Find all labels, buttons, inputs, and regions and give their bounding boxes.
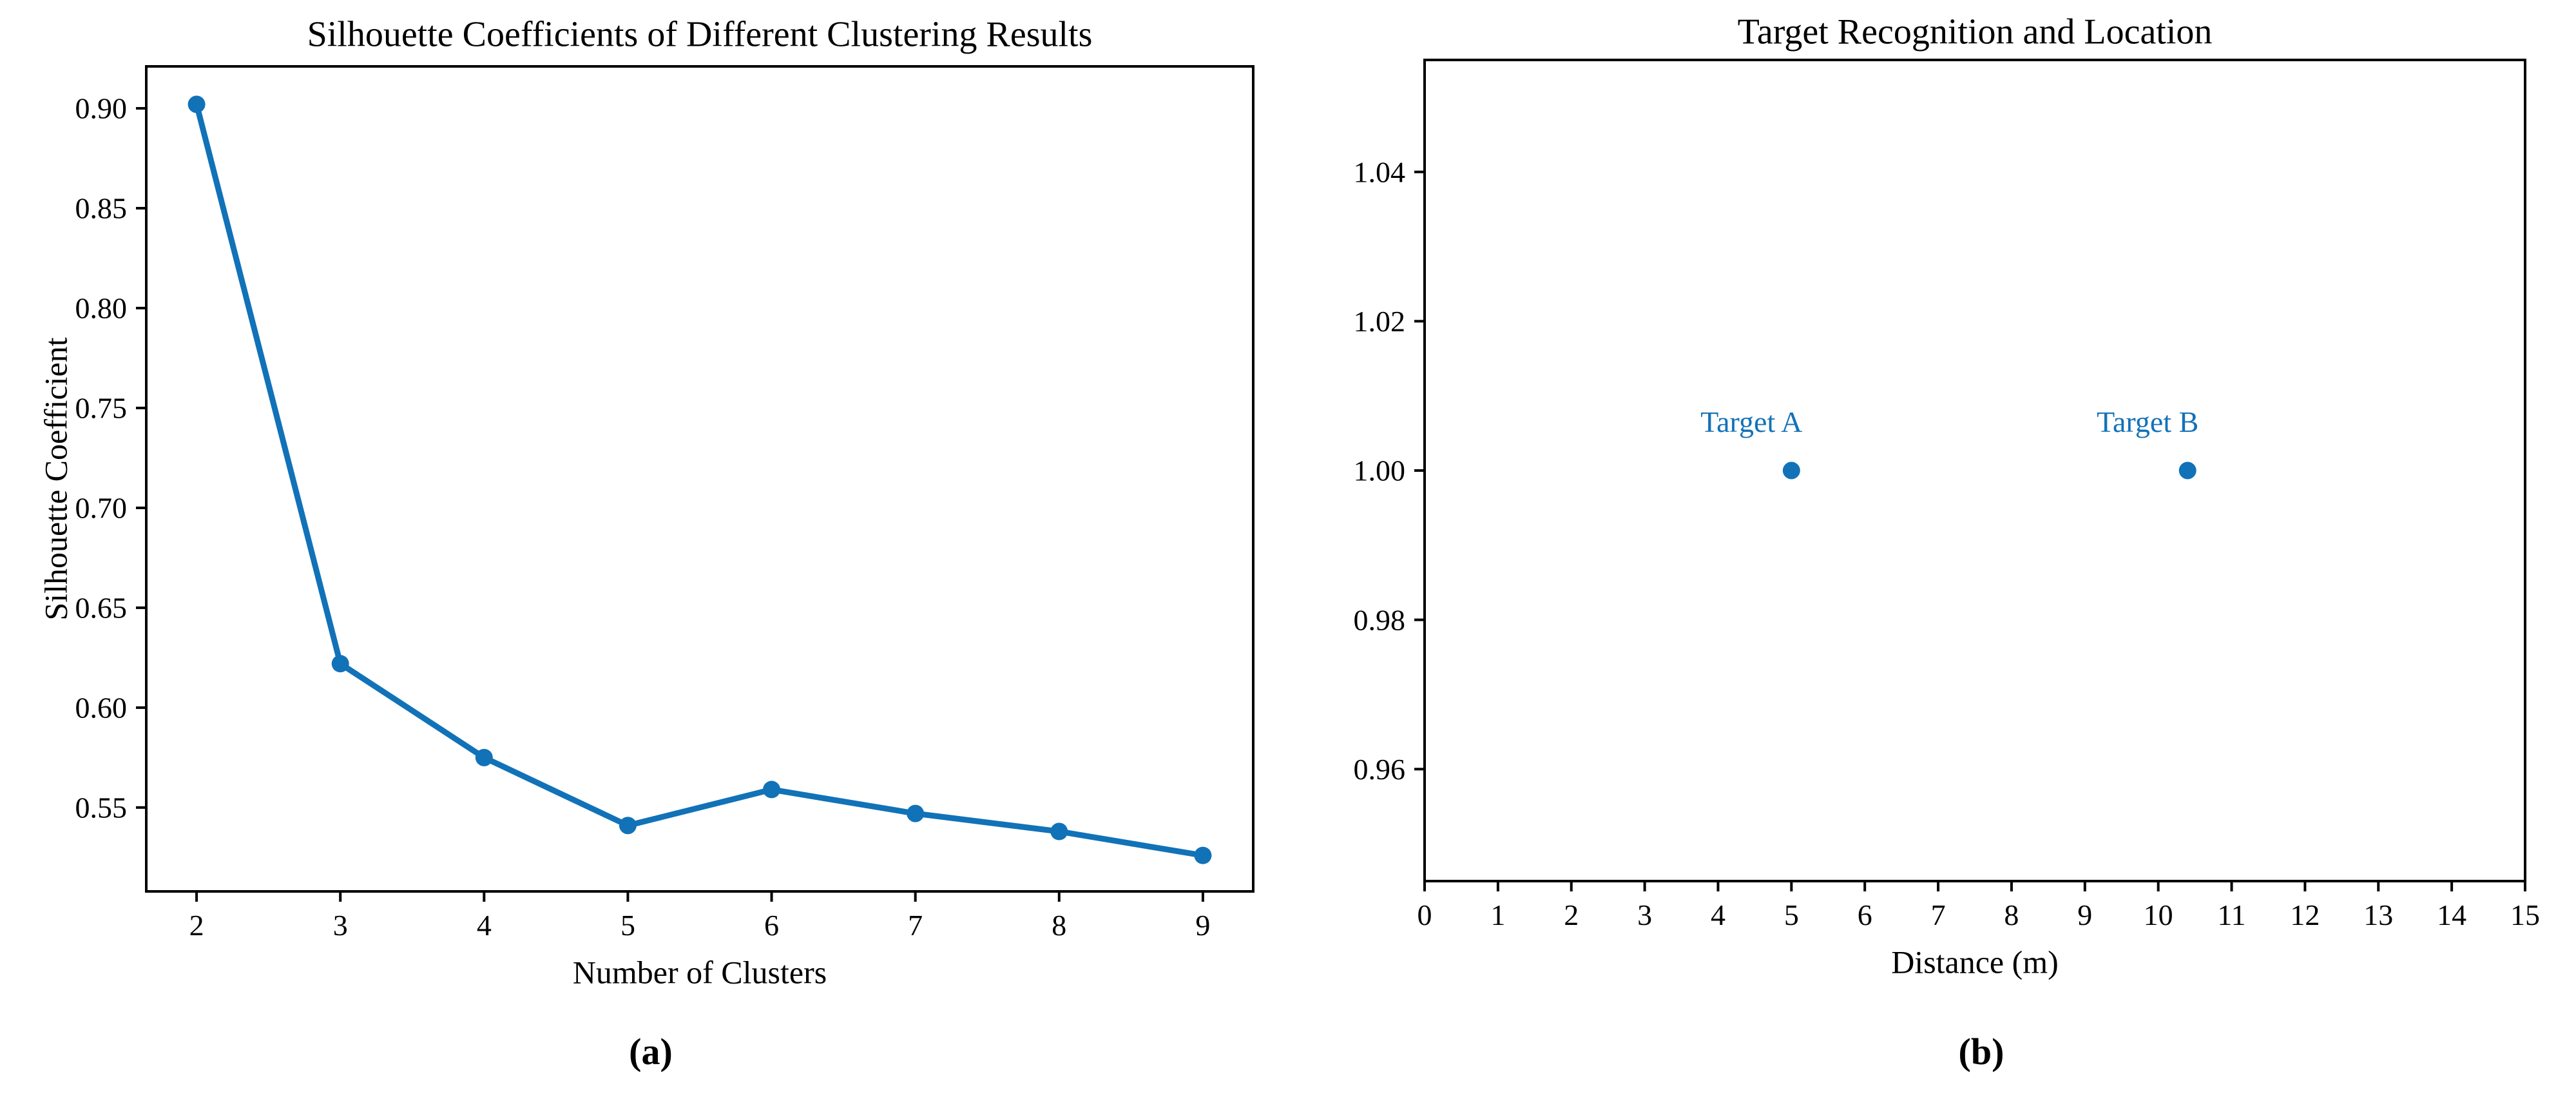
y-tick-label: 1.04 — [1354, 155, 1406, 188]
x-tick-label: 9 — [1195, 909, 1210, 942]
x-tick-label: 5 — [1784, 898, 1799, 931]
panel-a-caption: (a) — [629, 1031, 673, 1073]
silhouette-line-chart-ylabel: Silhouette Coefficient — [38, 337, 74, 620]
point-label: Target A — [1700, 405, 1802, 438]
y-tick-label: 0.75 — [75, 392, 128, 425]
x-tick-label: 7 — [1931, 898, 1946, 931]
y-tick-label: 0.96 — [1354, 753, 1406, 786]
x-tick-label: 3 — [1637, 898, 1652, 931]
y-tick-label: 1.02 — [1354, 305, 1406, 338]
point-label: Target B — [2097, 405, 2198, 438]
data-point-marker — [187, 95, 206, 113]
x-tick-label: 6 — [764, 909, 779, 942]
x-tick-label: 2 — [189, 909, 204, 942]
x-tick-label: 4 — [477, 909, 492, 942]
target-scatter-chart-title: Target Recognition and Location — [1738, 12, 2213, 52]
x-tick-label: 7 — [908, 909, 923, 942]
y-tick-label: 1.00 — [1354, 454, 1406, 487]
y-tick-label: 0.90 — [75, 92, 128, 125]
panel-b-caption: (b) — [1958, 1031, 2004, 1073]
data-point-marker — [1782, 461, 1800, 480]
x-tick-label: 4 — [1711, 898, 1725, 931]
x-tick-label: 12 — [2290, 898, 2320, 931]
x-tick-label: 10 — [2144, 898, 2173, 931]
data-point-marker — [475, 748, 493, 766]
x-tick-label: 13 — [2363, 898, 2393, 931]
y-tick-label: 0.85 — [75, 192, 128, 225]
y-tick-label: 0.60 — [75, 692, 128, 724]
x-tick-label: 9 — [2077, 898, 2092, 931]
x-tick-label: 15 — [2510, 898, 2540, 931]
x-tick-label: 8 — [2004, 898, 2019, 931]
x-tick-label: 1 — [1490, 898, 1505, 931]
y-tick-label: 0.65 — [75, 592, 128, 625]
data-point-marker — [2178, 461, 2196, 480]
target-scatter-chart-xlabel: Distance (m) — [1891, 944, 2059, 980]
x-tick-label: 14 — [2437, 898, 2466, 931]
series-line — [193, 101, 1206, 859]
x-tick-label: 11 — [2217, 898, 2245, 931]
y-tick-label: 0.70 — [75, 492, 128, 525]
target-scatter-chart-spines — [1423, 59, 2526, 882]
x-tick-label: 0 — [1418, 898, 1432, 931]
x-tick-label: 5 — [620, 909, 635, 942]
data-point-marker — [331, 655, 349, 673]
y-tick-label: 0.55 — [75, 791, 128, 824]
data-point-marker — [1050, 822, 1068, 840]
data-point-marker — [907, 804, 925, 822]
data-point-marker — [763, 781, 781, 799]
x-tick-label: 3 — [333, 909, 348, 942]
x-tick-label: 2 — [1564, 898, 1579, 931]
x-tick-label: 8 — [1052, 909, 1066, 942]
silhouette-line-chart-spines — [145, 65, 1254, 893]
silhouette-line-chart-xlabel: Number of Clusters — [573, 955, 827, 991]
y-tick-label: 0.80 — [75, 292, 128, 325]
y-tick-label: 0.98 — [1354, 603, 1406, 636]
silhouette-line-chart-title: Silhouette Coefficients of Different Clu… — [307, 15, 1093, 55]
data-point-marker — [619, 817, 637, 835]
data-point-marker — [1194, 846, 1212, 864]
x-tick-label: 6 — [1858, 898, 1872, 931]
